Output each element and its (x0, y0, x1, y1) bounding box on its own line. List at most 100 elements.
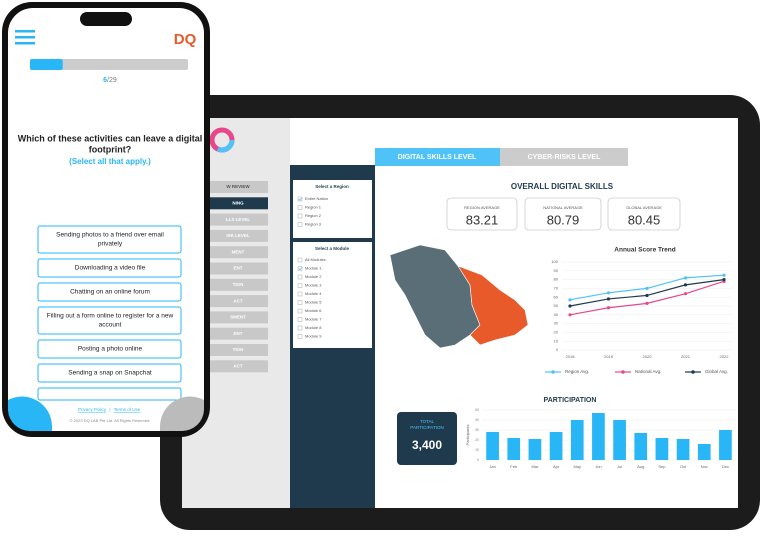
stat-label: GLOBAL AVERAGE (626, 205, 662, 210)
terms-link[interactable]: Terms of Use (114, 407, 141, 412)
menu-icon[interactable] (15, 42, 35, 45)
filter-option[interactable]: Module 6 (305, 308, 322, 313)
checkbox[interactable] (297, 274, 303, 280)
filter-option[interactable]: Region 3 (305, 222, 322, 227)
line-point (645, 293, 649, 298)
sidebar-item[interactable] (205, 246, 268, 259)
option-label[interactable]: Sending photos to a friend over email (56, 232, 164, 239)
menu-icon[interactable] (15, 30, 35, 33)
sidebar-label[interactable]: ISK LEVEL (226, 233, 250, 238)
checkbox[interactable] (297, 334, 303, 339)
progress-text: 6/29 (103, 77, 117, 84)
checkbox[interactable] (297, 196, 303, 202)
option-label[interactable]: Filling out a form online to register fo… (47, 313, 174, 320)
checkbox[interactable] (297, 283, 303, 288)
line-point (606, 297, 611, 301)
copyright: © 2023 DQ LAB Pte Ltd. All Rights Reserv… (70, 418, 151, 423)
privacy-link[interactable]: Privacy Policy (78, 407, 107, 412)
sidebar-label[interactable]: SMENT (230, 315, 246, 320)
sidebar-label[interactable]: TION (233, 347, 244, 352)
option-box[interactable] (37, 339, 182, 359)
progress-current: 6 (103, 77, 107, 84)
x-tick-label: 2020 (643, 354, 653, 359)
sidebar-label[interactable]: ACT (233, 363, 242, 368)
map-region-selected[interactable] (457, 265, 529, 346)
y-tick-label: 40 (554, 312, 559, 317)
option-label[interactable]: Chatting on an online forum (70, 289, 150, 296)
notch (80, 12, 132, 26)
checkbox[interactable] (297, 317, 303, 322)
filter-option[interactable]: Module 9 (305, 334, 322, 339)
option-label[interactable]: account (99, 322, 122, 329)
tab-label[interactable]: CYBER-RISKS LEVEL (528, 154, 601, 161)
sidebar-label[interactable]: W REVIEW (226, 184, 250, 189)
sidebar-item[interactable] (205, 278, 268, 291)
progress-track (30, 59, 188, 70)
filter-option[interactable]: Module 5 (305, 300, 322, 305)
module-box (293, 242, 372, 348)
checkmark[interactable] (298, 266, 303, 271)
bar (613, 420, 626, 460)
filter-option[interactable]: All Modules (305, 257, 326, 262)
checkbox[interactable] (297, 291, 303, 297)
sidebar-label[interactable]: LLS LEVEL (226, 217, 251, 222)
checkbox[interactable] (297, 300, 303, 305)
option-box[interactable] (37, 387, 182, 401)
checkbox[interactable] (297, 325, 303, 331)
tab-active[interactable] (375, 148, 500, 166)
prev-button[interactable] (8, 396, 52, 431)
filter-option[interactable]: Module 3 (305, 283, 322, 288)
checkbox[interactable] (297, 266, 303, 271)
checkbox[interactable] (297, 213, 303, 219)
sidebar-item[interactable] (205, 327, 268, 340)
filter-option[interactable]: Region 1 (305, 205, 322, 210)
sidebar-item[interactable] (205, 295, 268, 308)
filter-option[interactable]: Module 1 (305, 266, 322, 271)
bar (570, 420, 584, 460)
sidebar-item[interactable] (205, 262, 268, 275)
filter-option[interactable]: Module 4 (305, 291, 322, 296)
checkmark[interactable] (298, 197, 303, 201)
sidebar-item[interactable] (205, 311, 268, 324)
sidebar-label[interactable]: ENT (234, 331, 243, 336)
total-label: TOTAL (420, 419, 435, 424)
option-box[interactable] (37, 225, 182, 254)
checkbox[interactable] (297, 308, 303, 314)
y-tick-label: 70 (554, 285, 559, 290)
filter-option[interactable]: Module 2 (305, 274, 322, 279)
sidebar-item[interactable] (205, 344, 268, 356)
menu-icon[interactable] (15, 36, 35, 39)
filter-option[interactable]: Region 2 (305, 213, 322, 218)
checkbox[interactable] (297, 257, 303, 263)
tab[interactable] (500, 148, 628, 166)
option-label[interactable]: privately (98, 241, 123, 248)
y-axis-label: Participants (465, 425, 470, 446)
filter-option[interactable]: Entire Nation (305, 196, 328, 201)
option-label[interactable]: Sending a snap on Snapchat (68, 370, 152, 377)
sidebar-label[interactable]: ENT (234, 266, 243, 271)
tab-label[interactable]: DIGITAL SKILLS LEVEL (398, 154, 477, 161)
filter-option[interactable]: Module 8 (305, 325, 322, 330)
next-button[interactable] (160, 396, 204, 431)
option-box[interactable] (37, 363, 182, 383)
sidebar-label[interactable]: NING (232, 200, 244, 205)
sidebar-item[interactable] (205, 197, 268, 210)
sidebar-item[interactable] (205, 213, 268, 226)
option-box[interactable] (37, 258, 182, 278)
filter-option[interactable]: Module 7 (305, 317, 322, 322)
legend-label: Region Avg. (565, 369, 589, 374)
sidebar-item[interactable] (205, 360, 268, 373)
legend-label: Global Avg. (705, 369, 728, 374)
option-box[interactable] (37, 306, 182, 335)
sidebar-item[interactable] (205, 229, 268, 242)
checkbox[interactable] (297, 222, 303, 227)
option-box[interactable] (37, 282, 182, 302)
option-label[interactable]: Posting a photo online (78, 346, 143, 353)
checkbox[interactable] (297, 205, 303, 210)
option-label[interactable]: Downloading a video file (75, 265, 146, 272)
sidebar-item[interactable] (205, 181, 268, 193)
sidebar-label[interactable]: MENT (232, 249, 245, 254)
sidebar-label[interactable]: ACT (233, 298, 242, 303)
bar (634, 433, 648, 460)
sidebar-label[interactable]: TION (233, 282, 244, 287)
